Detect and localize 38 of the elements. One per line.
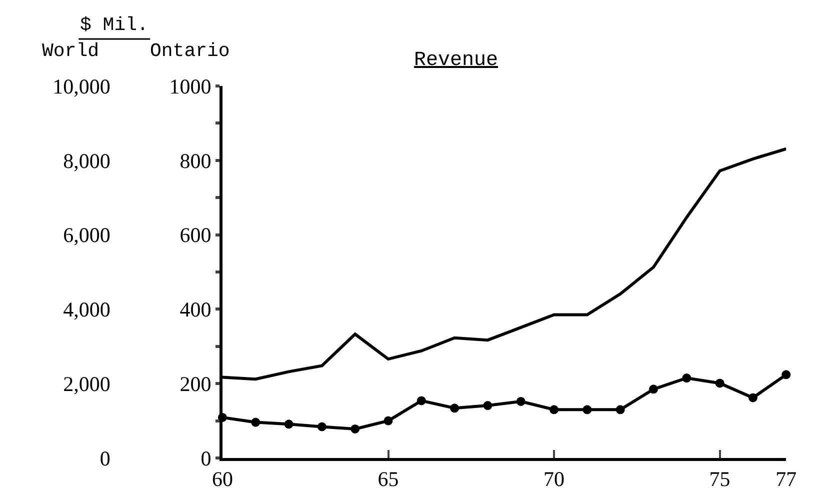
x-tick-label: 70: [544, 467, 565, 492]
y2-tick-label: 2,000: [63, 372, 110, 396]
y-tick-label: 800: [180, 148, 212, 173]
y2-axis-title: World: [42, 40, 100, 62]
point: [350, 424, 360, 434]
y2-tick-label: 10,000: [52, 74, 110, 98]
point: [649, 384, 658, 394]
x-tick-label: 77: [776, 467, 797, 492]
y2-tick-label: 6,000: [63, 223, 110, 248]
point: [450, 404, 460, 413]
y-tick-label: 600: [180, 223, 212, 248]
x-tick-label: 60: [212, 467, 233, 492]
y-axis-title: Ontario: [150, 40, 230, 62]
point: [284, 420, 294, 429]
y-tick-label: 0: [200, 446, 212, 470]
y-tick-label: 200: [180, 372, 212, 396]
point: [748, 393, 758, 402]
point: [317, 422, 326, 432]
point: [582, 405, 592, 414]
y2-tick-label: 0: [100, 446, 110, 470]
y-tick-label: 1000: [169, 74, 212, 98]
point: [682, 374, 692, 383]
x-tick-label: 65: [378, 467, 399, 492]
point: [516, 396, 526, 406]
y-tick-label: 400: [180, 298, 212, 322]
point: [616, 405, 625, 414]
point: [550, 405, 559, 414]
y2-tick-label: 8,000: [63, 148, 110, 173]
y2-tick-label: 4,000: [63, 298, 110, 322]
point: [251, 418, 260, 427]
point: [782, 370, 791, 380]
point: [384, 416, 393, 426]
text: $ Mil.: [80, 14, 148, 36]
x-tick-label: 75: [709, 467, 730, 492]
point: [715, 378, 724, 388]
point: [483, 401, 492, 410]
point: [416, 396, 426, 406]
chart-title: Revenue: [414, 49, 498, 72]
